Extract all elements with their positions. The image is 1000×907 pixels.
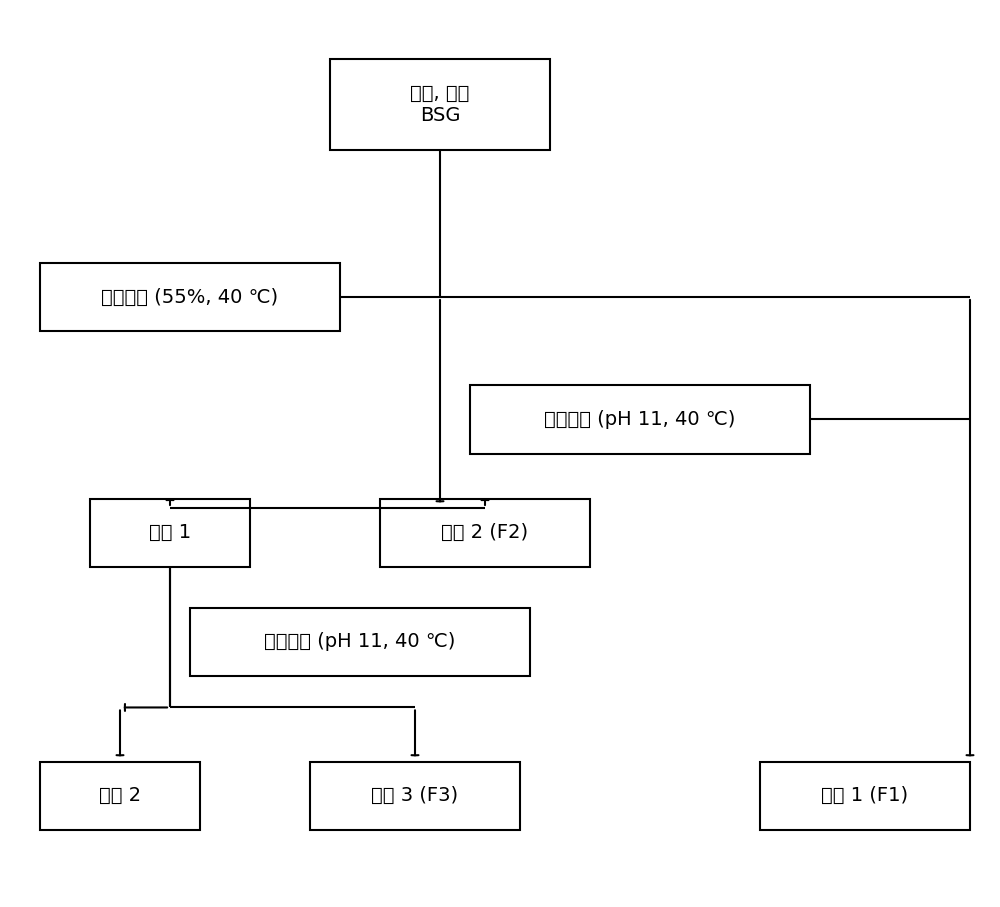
- Bar: [40, 762, 200, 830]
- Text: 碱性环境 (pH 11, 40 ℃): 碱性环境 (pH 11, 40 ℃): [264, 632, 456, 651]
- Text: 组分 2 (F2): 组分 2 (F2): [441, 523, 529, 542]
- Text: 残渣 1: 残渣 1: [149, 523, 191, 542]
- Text: 组分 3 (F3): 组分 3 (F3): [371, 786, 459, 805]
- Bar: [310, 762, 520, 830]
- Bar: [380, 499, 590, 567]
- Text: 乙醇溶液 (55%, 40 ℃): 乙醇溶液 (55%, 40 ℃): [101, 288, 279, 307]
- Text: 残渣 2: 残渣 2: [99, 786, 141, 805]
- Bar: [760, 762, 970, 830]
- Text: 研磨, 干燥
BSG: 研磨, 干燥 BSG: [410, 83, 470, 125]
- Bar: [330, 59, 550, 150]
- Bar: [40, 263, 340, 331]
- Bar: [90, 499, 250, 567]
- Text: 组分 1 (F1): 组分 1 (F1): [821, 786, 909, 805]
- Text: 碱性环境 (pH 11, 40 ℃): 碱性环境 (pH 11, 40 ℃): [544, 410, 736, 429]
- Bar: [470, 385, 810, 454]
- Bar: [190, 608, 530, 676]
